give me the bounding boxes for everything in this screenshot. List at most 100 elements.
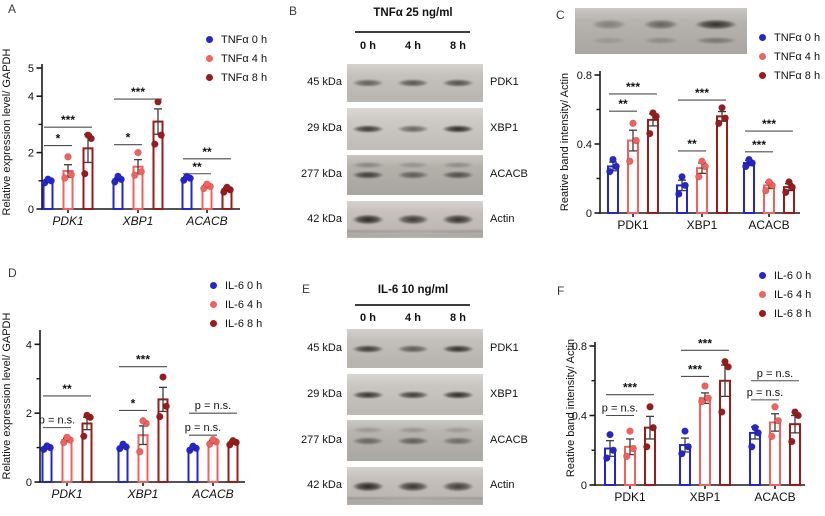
- legend-item: TNFα 4 h: [206, 49, 267, 68]
- western-blot-strip-actin: [347, 201, 483, 238]
- legend-label: IL-6 8 h: [774, 307, 812, 320]
- legend-label: TNFα 8 h: [774, 69, 821, 82]
- data-point: [81, 170, 89, 178]
- legend-dot-icon: [206, 74, 213, 81]
- data-point: [137, 168, 145, 176]
- lane-time-label: 8 h: [450, 40, 466, 52]
- protein-name-label: XBP1: [490, 122, 519, 134]
- data-point: [136, 448, 144, 456]
- significance-label: ***: [131, 85, 145, 99]
- legend-item: TNFα 0 h: [206, 30, 267, 49]
- data-point: [681, 427, 689, 435]
- data-point: [695, 173, 703, 181]
- significance-label: *: [131, 396, 136, 410]
- protein-band: [437, 479, 479, 493]
- legend-label: TNFα 4 h: [774, 50, 821, 63]
- data-point: [623, 452, 631, 461]
- legend-dot-icon: [759, 53, 766, 60]
- legend-label: IL-6 0 h: [774, 269, 812, 282]
- x-category-label: XBP1: [690, 490, 721, 504]
- significance-label: **: [687, 137, 697, 151]
- protein-band: [638, 18, 684, 31]
- data-point: [704, 394, 712, 402]
- data-point: [134, 148, 142, 157]
- data-point: [646, 403, 654, 411]
- legend-label: IL-6 4 h: [225, 298, 263, 311]
- legend-label: IL-6 8 h: [225, 317, 263, 330]
- protein-band: [392, 124, 434, 134]
- data-point: [612, 162, 620, 171]
- protein-band: [347, 435, 389, 446]
- data-point: [114, 172, 122, 180]
- data-point: [754, 429, 762, 437]
- data-point: [154, 98, 162, 106]
- protein-band: [586, 18, 633, 31]
- x-category-label: PDK1: [51, 487, 82, 501]
- protein-band: [437, 78, 479, 88]
- panel-c-legend: TNFα 0 h TNFα 4 h TNFα 8 h: [759, 28, 820, 85]
- panel-f-bar-chart: 0 0.4 0.8 PDK1 XBP1 ACACB p = n.s. *** *** *** p =…: [572, 336, 805, 504]
- significance-label: ***: [61, 113, 75, 127]
- data-point: [119, 440, 127, 448]
- x-category-label: ACACB: [191, 487, 233, 501]
- data-point: [721, 114, 729, 122]
- data-point: [223, 183, 231, 191]
- western-blot-strip-acacb: [347, 155, 483, 195]
- protein-name-label: XBP1: [490, 387, 519, 400]
- y-tick-label: 5: [28, 63, 34, 75]
- molecular-weight-label: 277 kDa: [301, 433, 342, 446]
- data-point: [701, 382, 709, 390]
- background-band: [347, 234, 483, 238]
- y-tick-label: 4: [26, 339, 32, 351]
- data-point: [646, 129, 654, 138]
- protein-band: [347, 479, 389, 493]
- western-blot-strip: [575, 8, 747, 54]
- legend-label: TNFα 0 h: [774, 31, 821, 44]
- western-blot-strip-pdk1: [347, 64, 483, 102]
- data-point: [632, 136, 640, 145]
- significance-label: **: [192, 160, 202, 174]
- y-tick-label: 0.4: [577, 139, 592, 151]
- data-point: [698, 397, 706, 406]
- significance-label: *: [126, 131, 131, 145]
- data-point: [718, 408, 726, 416]
- data-point: [626, 157, 634, 165]
- significance-label: **: [618, 97, 628, 111]
- data-point: [748, 443, 756, 451]
- panel-e-label: E: [302, 282, 311, 296]
- panel-b-title-underline: [355, 31, 470, 33]
- data-point: [64, 153, 72, 161]
- data-point: [788, 437, 796, 446]
- legend-label: TNFα 0 h: [221, 33, 268, 46]
- protein-band: [347, 78, 389, 88]
- protein-band: [392, 435, 434, 446]
- x-category-label: XBP1: [687, 218, 718, 232]
- bar: [743, 161, 755, 215]
- protein-band: [392, 343, 434, 354]
- bar: [61, 439, 73, 484]
- protein-band: [392, 170, 434, 180]
- bar: [769, 421, 781, 486]
- data-point: [80, 432, 88, 440]
- western-blot-strip-xbp1: [347, 374, 483, 415]
- data-point: [84, 131, 92, 139]
- protein-band-faint: [437, 425, 479, 434]
- legend-item: TNFα 8 h: [206, 68, 267, 87]
- significance-label: ***: [762, 117, 776, 131]
- data-point: [745, 155, 753, 164]
- legend-item: IL-6 0 h: [210, 276, 262, 295]
- data-point: [151, 140, 159, 148]
- data-point: [139, 417, 147, 425]
- legend-dot-icon: [759, 291, 766, 298]
- data-point: [43, 442, 51, 450]
- data-point: [63, 433, 71, 441]
- protein-band: [347, 124, 389, 134]
- legend-dot-icon: [210, 282, 217, 289]
- legend-item: IL-6 4 h: [210, 295, 262, 314]
- protein-name-label: ACACB: [490, 168, 528, 180]
- x-category-label: PDK1: [614, 490, 646, 504]
- protein-band-faint: [437, 160, 479, 169]
- significance-label: p = n.s.: [757, 368, 793, 380]
